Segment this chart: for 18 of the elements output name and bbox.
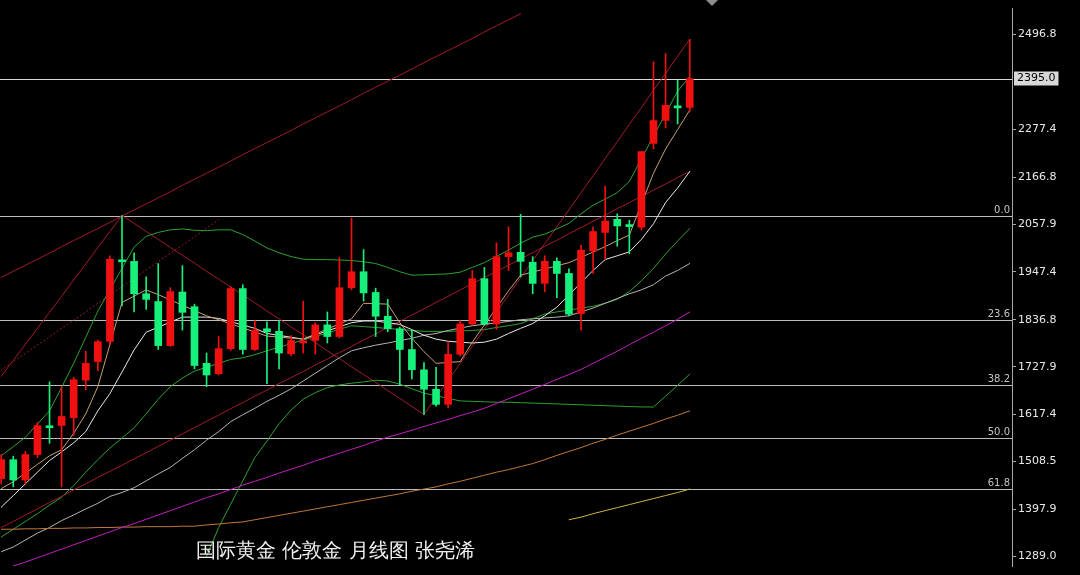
text: 国际黄金 伦敦金 月线图 张尧浠 [196,537,476,562]
y-tick-label: 2057.9 [1018,217,1057,231]
annotation: 0.0 [994,203,1010,215]
annotation: 61.8 [987,476,1010,488]
annotation: 23.6 [987,307,1010,319]
y-tick-label: 2277.4 [1018,122,1057,136]
annotation: 38.2 [987,372,1010,384]
y-tick-label: 1836.8 [1018,312,1057,326]
y-tick-label: 2166.8 [1018,170,1057,184]
y-tick-label: 2496.8 [1018,27,1057,41]
y-tick-label: 1947.4 [1018,264,1057,278]
y-tick-label: 1508.5 [1018,454,1057,468]
annotation: 50.0 [987,425,1010,437]
y-tick-label: 1289.0 [1018,549,1057,563]
y-tick-label: 1397.9 [1018,502,1057,516]
y-tick-label: 1617.4 [1018,407,1057,421]
y-tick-label: 1727.9 [1018,359,1057,373]
ref-line-label: 2395.0 [1017,71,1056,85]
